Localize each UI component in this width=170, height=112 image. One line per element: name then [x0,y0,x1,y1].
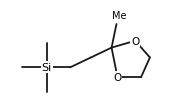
Text: O: O [131,36,139,46]
Text: O: O [113,72,122,82]
Text: Si: Si [41,63,52,73]
Text: Me: Me [112,11,126,21]
